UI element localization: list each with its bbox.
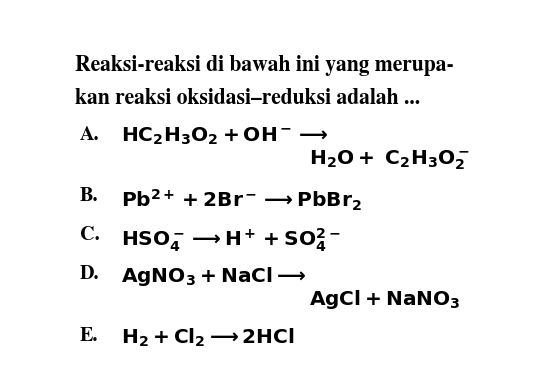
Text: E.: E. [79, 327, 98, 345]
Text: $\mathbf{Pb^{2+} + 2Br^- \longrightarrow PbBr_2}$: $\mathbf{Pb^{2+} + 2Br^- \longrightarrow… [121, 187, 362, 213]
Text: B.: B. [79, 187, 98, 205]
Text: Reaksi-reaksi di bawah ini yang merupa-: Reaksi-reaksi di bawah ini yang merupa- [75, 55, 454, 76]
Text: C.: C. [79, 226, 99, 244]
Text: $\mathbf{AgNO_3 + NaCl \longrightarrow}$: $\mathbf{AgNO_3 + NaCl \longrightarrow}$ [121, 265, 306, 288]
Text: $\mathbf{AgCl + NaNO_3}$: $\mathbf{AgCl + NaNO_3}$ [308, 288, 460, 311]
Text: $\mathbf{HSO_4^- \longrightarrow H^+ + SO_4^{2-}}$: $\mathbf{HSO_4^- \longrightarrow H^+ + S… [121, 226, 340, 254]
Text: D.: D. [79, 265, 99, 283]
Text: A.: A. [79, 126, 99, 144]
Text: $\mathbf{HC_2H_3O_2 + OH^- \longrightarrow}$: $\mathbf{HC_2H_3O_2 + OH^- \longrightarr… [121, 126, 329, 147]
Text: kan reaksi oksidasi–reduksi adalah ...: kan reaksi oksidasi–reduksi adalah ... [75, 88, 420, 109]
Text: $\mathbf{H_2 + Cl_2 \longrightarrow 2HCl}$: $\mathbf{H_2 + Cl_2 \longrightarrow 2HCl… [121, 327, 295, 349]
Text: $\mathbf{H_2O + \ C_2H_3O_2^-}$: $\mathbf{H_2O + \ C_2H_3O_2^-}$ [308, 148, 469, 172]
